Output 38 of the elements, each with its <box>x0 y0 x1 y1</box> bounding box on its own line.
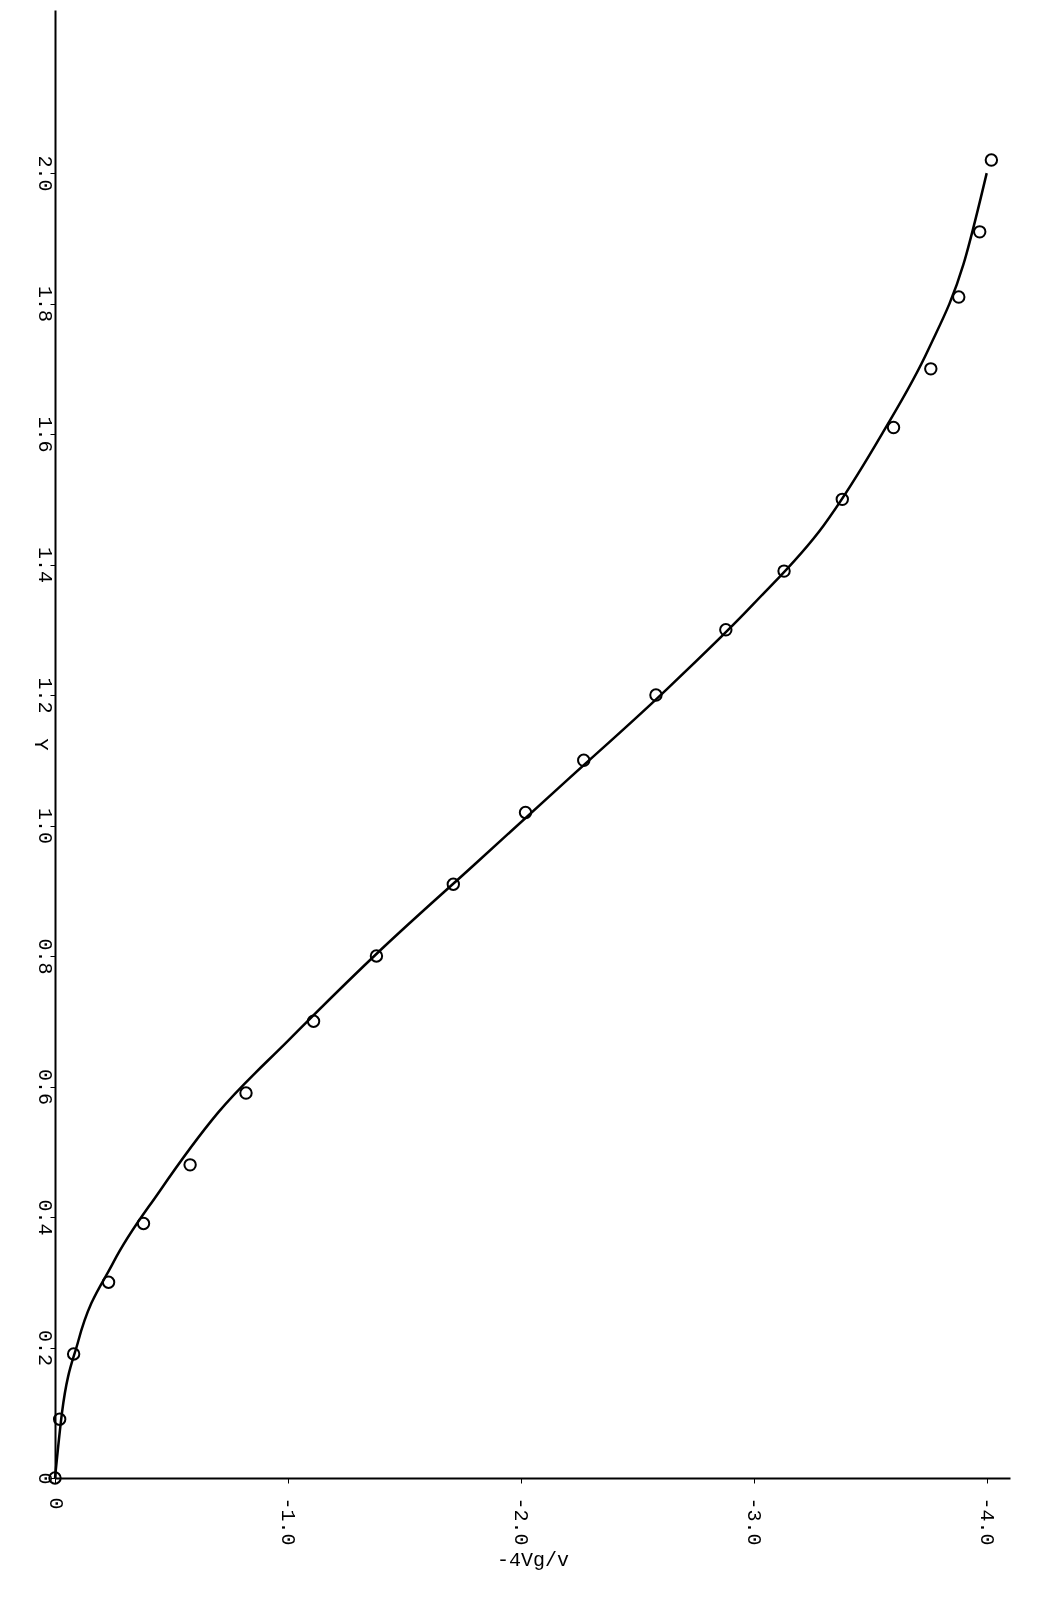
x-axis-title: -4Vg/v <box>496 1548 570 1572</box>
point <box>952 290 966 304</box>
y-tick-label: 1.2 <box>32 677 56 714</box>
y-tick-label: 1.4 <box>32 547 56 584</box>
point <box>136 1216 151 1231</box>
y-tick-label: 1.8 <box>32 286 56 323</box>
y-tick-label: 1.6 <box>32 416 56 453</box>
y-tick-label: 1.0 <box>32 808 56 845</box>
point <box>649 688 663 702</box>
point <box>446 877 461 891</box>
x-tick-label: -2.0 <box>509 1497 533 1546</box>
point <box>973 225 987 239</box>
point <box>66 1347 81 1361</box>
y-tick-label: 0.2 <box>32 1330 56 1367</box>
point <box>835 492 849 507</box>
point <box>518 805 533 820</box>
point <box>886 420 901 435</box>
point <box>306 1014 321 1028</box>
point <box>369 949 384 963</box>
x-tick-label: -4.0 <box>975 1497 999 1546</box>
y-tick-label: 0.4 <box>32 1199 56 1236</box>
y-tick-label: 0.6 <box>32 1069 56 1106</box>
point <box>577 753 591 767</box>
x-tick-label: -1.0 <box>276 1497 300 1546</box>
point <box>777 564 791 578</box>
point <box>984 153 999 167</box>
x-tick-label: 0 <box>43 1497 67 1510</box>
point <box>239 1086 253 1100</box>
point <box>719 623 733 637</box>
x-tick-label: -3.0 <box>742 1497 766 1546</box>
y-tick-label: 2.0 <box>32 155 56 192</box>
point <box>924 362 938 376</box>
point <box>183 1158 197 1172</box>
y-tick-label: 0 <box>32 1472 56 1485</box>
y-axis-title: Y <box>28 738 52 751</box>
point <box>101 1275 116 1289</box>
point <box>52 1412 67 1426</box>
y-tick-label: 0.8 <box>32 938 56 975</box>
